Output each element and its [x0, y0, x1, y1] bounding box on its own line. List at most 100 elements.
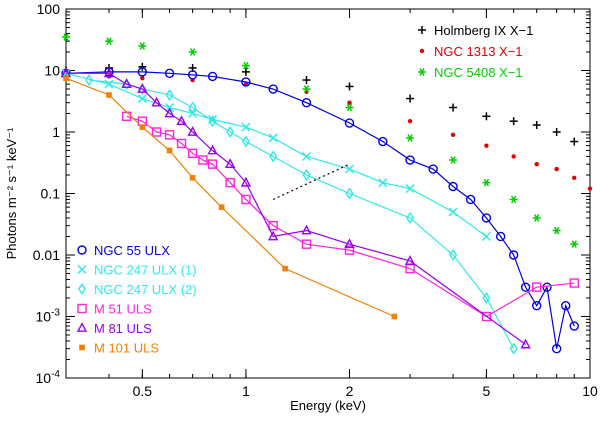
marker-shape — [268, 220, 278, 231]
marker-stroke — [554, 226, 560, 235]
marker-stroke — [407, 134, 413, 142]
x-axis-label: Energy (keV) — [290, 398, 366, 413]
marker-shape — [520, 282, 531, 292]
data-point — [166, 147, 173, 154]
data-point — [62, 33, 70, 41]
data-point — [198, 155, 208, 165]
data-point — [104, 37, 113, 45]
marker-stroke — [534, 214, 540, 222]
marker-stroke — [104, 79, 114, 89]
data-point — [302, 168, 311, 182]
legend-label: NGC 247 ULX (2) — [94, 282, 197, 297]
marker-shape — [189, 175, 196, 181]
data-point — [344, 238, 355, 249]
y-tick-label: 10 — [44, 63, 60, 79]
marker-shape — [520, 338, 531, 349]
marker-shape — [241, 194, 251, 205]
legend-bottom-left: NGC 55 ULX NGC 247 ULX (1) NGC 247 ULX (2)… — [76, 243, 197, 356]
series-0 — [62, 62, 579, 146]
marker-shape — [508, 250, 519, 260]
marker-stroke — [346, 103, 353, 112]
data-point — [570, 240, 579, 249]
legend-item: M 51 ULS — [77, 302, 152, 317]
data-point — [509, 117, 518, 126]
marker-shape — [344, 118, 355, 128]
legend-top-right: Holmberg IX X−1 NGC 1313 X−1 NGC 5408 X−1 — [418, 23, 533, 80]
marker-shape — [587, 186, 593, 191]
marker-stroke — [268, 133, 278, 143]
data-point — [378, 178, 388, 188]
marker-shape — [551, 343, 562, 354]
marker-stroke — [378, 178, 388, 188]
data-point — [482, 112, 491, 121]
data-point — [344, 164, 355, 174]
marker-stroke — [165, 102, 175, 113]
legend-label: M 51 ULS — [94, 302, 152, 317]
marker-shape — [164, 68, 175, 79]
data-point — [282, 265, 288, 272]
data-point — [63, 75, 69, 81]
legend-item: NGC 5408 X−1 — [418, 65, 523, 80]
marker-shape — [481, 213, 492, 223]
series-line — [65, 77, 395, 318]
y-tick-label: 10-4 — [36, 369, 61, 386]
marker-stroke — [511, 195, 517, 204]
legend-marker — [419, 48, 425, 54]
data-point — [187, 70, 198, 80]
data-point — [406, 94, 415, 103]
series-3 — [61, 67, 579, 354]
legend-label: NGC 5408 X−1 — [434, 65, 523, 80]
data-point — [187, 148, 198, 159]
marker-shape — [165, 88, 174, 102]
data-point — [552, 226, 561, 235]
marker-shape — [428, 164, 438, 174]
data-point — [404, 255, 416, 265]
marker-stroke — [137, 94, 147, 104]
marker-shape — [76, 322, 88, 332]
marker-shape — [269, 150, 278, 163]
data-point — [532, 120, 541, 129]
legend-label: NGC 1313 X−1 — [434, 44, 523, 59]
data-point — [268, 220, 278, 231]
legend-marker — [77, 282, 87, 296]
marker-shape — [406, 211, 415, 225]
marker-shape — [187, 148, 198, 159]
marker-shape — [103, 67, 115, 78]
legend-item: M 101 ULS — [79, 341, 159, 356]
marker-shape — [268, 84, 278, 94]
marker-shape — [207, 159, 218, 169]
marker-shape — [140, 75, 145, 81]
data-point — [345, 82, 354, 91]
data-point — [449, 156, 458, 164]
data-point — [241, 61, 250, 70]
marker-shape — [534, 161, 539, 167]
series-2 — [62, 33, 579, 249]
legend-marker — [77, 245, 87, 255]
data-point — [345, 187, 354, 200]
marker-shape — [282, 265, 288, 272]
data-point — [207, 71, 218, 82]
legend-marker — [418, 68, 426, 76]
y-tick-label: 1 — [52, 124, 60, 140]
data-point — [176, 138, 187, 149]
data-point — [532, 282, 542, 292]
marker-shape — [301, 97, 312, 108]
data-point — [449, 103, 458, 112]
data-point — [140, 75, 145, 81]
data-point — [176, 115, 187, 126]
data-point — [164, 107, 175, 118]
series-4 — [61, 68, 491, 242]
marker-shape — [241, 135, 250, 148]
marker-shape — [344, 245, 355, 255]
marker-shape — [121, 78, 132, 89]
data-point — [218, 204, 225, 210]
data-point — [106, 92, 112, 98]
data-point — [137, 83, 148, 93]
data-point — [165, 88, 174, 102]
data-point — [164, 130, 175, 140]
legend-item: NGC 247 ULX (1) — [77, 263, 197, 278]
data-point — [569, 321, 579, 331]
marker-shape — [495, 231, 506, 242]
marker-shape — [302, 168, 311, 182]
